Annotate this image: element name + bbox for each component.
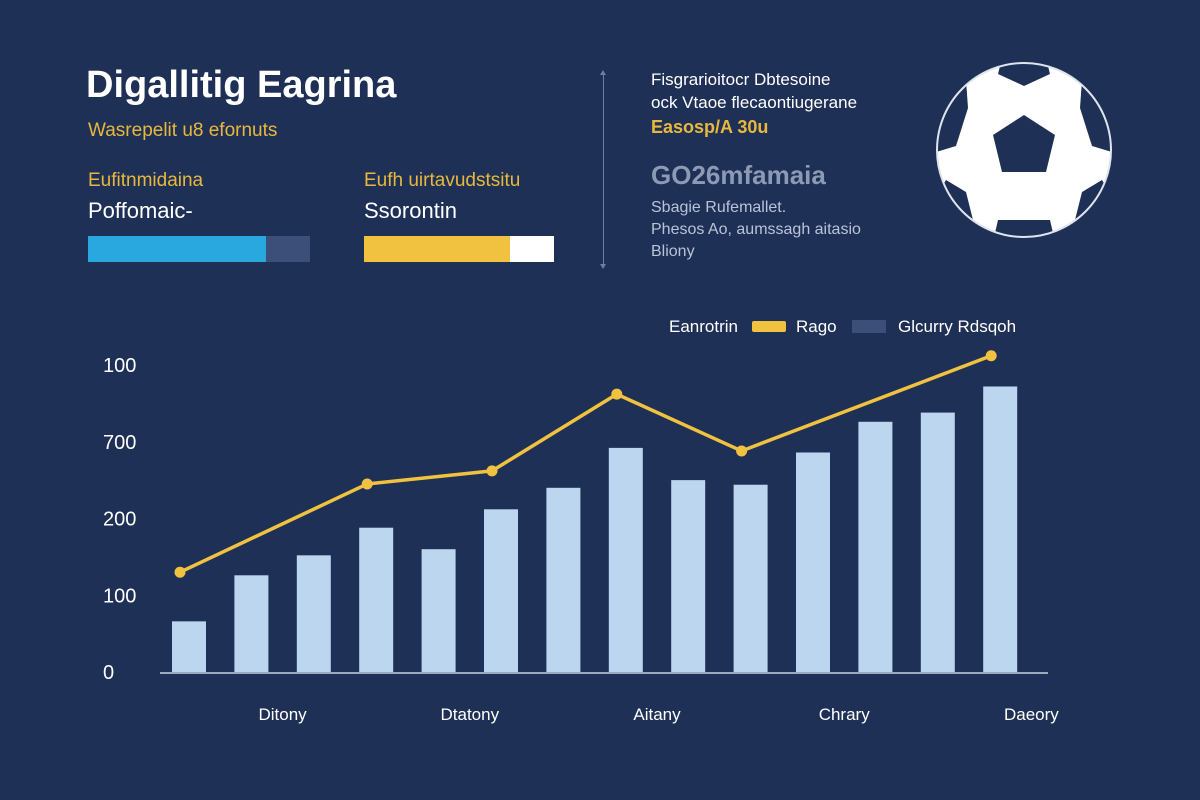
info-detail-2: Phesos Ao, aumssagh aitasio (651, 221, 861, 238)
chart-bar (796, 452, 830, 672)
chart-bar (608, 447, 643, 672)
kpi-progress-fill (88, 236, 266, 262)
y-tick-label: 100 (103, 355, 136, 377)
legend-label: Glcurry Rdsqoh (898, 317, 1016, 336)
chart-bar (172, 621, 206, 672)
info-line-1: Fisgrarioitocr Dbtesoine (651, 70, 831, 89)
y-tick-label: 0 (103, 662, 114, 684)
kpi-label: Eufitnmidaina (88, 170, 204, 191)
chart-bar (234, 575, 269, 672)
bar-line-chart: 0 100 200 700 100 Ditony Dtatony Aitany Chrary Da… (103, 317, 1059, 724)
chart-bar (858, 421, 893, 672)
kpi-progress-track (364, 236, 554, 262)
y-tick-label: 200 (103, 509, 136, 531)
line-point (985, 350, 997, 362)
kpi-card-1: Eufitnmidaina Poffomaic- (88, 170, 310, 262)
kpi-value: Ssorontin (364, 198, 457, 223)
info-line-2: ock Vtaoe flecaontiugerane (651, 93, 858, 112)
chart-bar (733, 484, 768, 672)
info-detail-1: Sbagie Rufemallet. (651, 199, 787, 216)
chart-bar (421, 549, 456, 672)
kpi-label: Eufh uirtavudstsitu (364, 170, 521, 191)
line-point (736, 445, 748, 457)
y-tick-label: 100 (103, 585, 136, 607)
page-title: Digallitig Eagrina (86, 64, 397, 106)
info-detail-3: Bliony (651, 243, 695, 260)
chart-bar (983, 386, 1018, 672)
line-series (179, 354, 992, 574)
info-highlight: Easosp/A 30u (651, 117, 769, 137)
chart-bar (484, 509, 518, 672)
chart-bar (359, 527, 394, 672)
x-tick-label: Ditony (259, 705, 308, 724)
line-point (361, 478, 373, 490)
soccer-ball-icon (936, 62, 1112, 238)
chart-bar (296, 555, 331, 672)
chart-bar (920, 412, 955, 672)
kpi-progress-track (88, 236, 310, 262)
legend-swatch (752, 321, 786, 332)
x-tick-label: Daeory (1004, 705, 1059, 724)
info-big-label: GO26mfamaia (651, 160, 826, 190)
legend-label: Rago (796, 317, 837, 336)
x-tick-label: Dtatony (441, 705, 500, 724)
line-point (611, 388, 623, 400)
vertical-divider (600, 70, 606, 269)
x-tick-label: Chrary (819, 705, 871, 724)
chart-bar (546, 487, 581, 672)
kpi-value: Poffomaic- (88, 198, 193, 223)
page-subtitle: Wasrepelit u8 efornuts (88, 120, 278, 141)
line-point (174, 566, 186, 578)
info-panel: Fisgrarioitocr Dbtesoine ock Vtaoe fleca… (651, 70, 911, 261)
legend-label: Eanrotrin (669, 317, 738, 336)
x-tick-label: Aitany (633, 705, 681, 724)
legend-swatch (852, 320, 886, 333)
chart-bar (671, 480, 706, 672)
kpi-card-2: Eufh uirtavudstsitu Ssorontin (364, 170, 554, 262)
line-point (486, 465, 498, 477)
y-tick-label: 700 (103, 432, 136, 454)
kpi-progress-fill (364, 236, 511, 262)
